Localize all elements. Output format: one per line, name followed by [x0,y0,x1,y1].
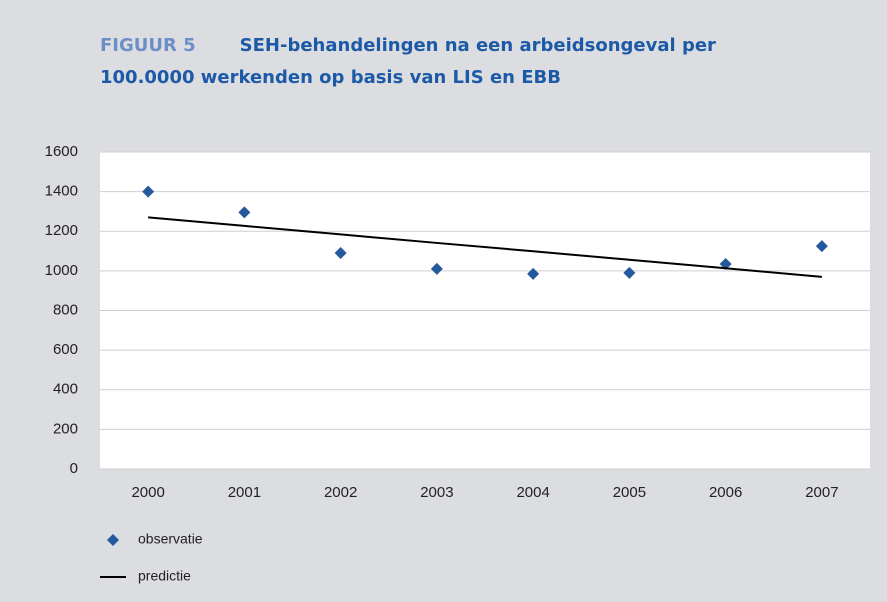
x-tick-label: 2003 [420,484,453,501]
chart-title: SEH-behandelingen na een arbeidsongeval … [100,35,716,88]
y-tick-label: 600 [53,341,78,358]
y-tick-label: 1600 [45,143,78,160]
chart-title-block: FIGUUR 5 SEH-behandelingen na een arbeids… [100,30,790,94]
data-point [719,257,732,270]
data-point [430,262,443,275]
y-tick-label: 1000 [45,262,78,279]
y-tick-label: 400 [53,381,78,398]
data-point [238,206,251,219]
x-tick-label: 2002 [324,484,357,501]
y-tick-label: 1400 [45,183,78,200]
data-point [623,266,636,279]
x-tick-label: 2006 [709,484,742,501]
y-tick-label: 1200 [45,222,78,239]
figure-label: FIGUUR 5 [100,35,196,56]
legend-symbol [107,534,119,546]
x-tick-label: 2000 [131,484,164,501]
x-tick-label: 2005 [613,484,646,501]
x-tick-label: 2007 [805,484,838,501]
legend-label: observatie [138,531,203,547]
y-tick-label: 200 [53,420,78,437]
data-point [815,240,828,253]
data-point [334,247,347,260]
y-tick-label: 800 [53,301,78,318]
trend-line [148,216,822,278]
data-point [142,185,155,198]
data-point [527,267,540,280]
x-tick-label: 2004 [516,484,549,501]
legend-label: predictie [138,568,191,584]
x-tick-label: 2001 [228,484,261,501]
y-tick-label: 0 [70,460,78,477]
